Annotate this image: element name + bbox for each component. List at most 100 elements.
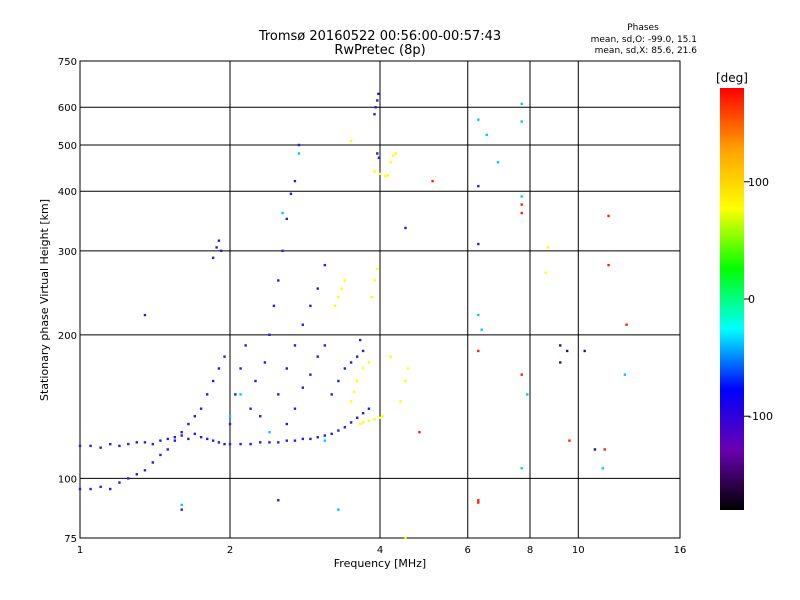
data-point bbox=[173, 436, 177, 439]
data-point bbox=[199, 407, 203, 410]
data-point bbox=[358, 338, 362, 342]
data-point bbox=[391, 154, 395, 157]
data-point bbox=[607, 214, 610, 218]
data-point bbox=[373, 279, 376, 282]
chart-title: Tromsø 20160522 00:56:00-00:57:43 bbox=[258, 29, 501, 44]
data-point bbox=[180, 508, 183, 511]
data-point bbox=[316, 355, 319, 358]
data-point bbox=[293, 407, 297, 410]
data-point bbox=[378, 416, 382, 419]
data-point bbox=[239, 367, 242, 370]
data-point bbox=[285, 439, 288, 442]
data-point bbox=[281, 249, 284, 253]
data-point bbox=[211, 256, 215, 260]
data-point bbox=[309, 373, 312, 376]
data-point bbox=[316, 436, 319, 439]
data-point bbox=[373, 113, 376, 116]
data-point bbox=[211, 439, 215, 442]
x-tick-label: 6 bbox=[465, 545, 471, 556]
x-tick-label: 1 bbox=[77, 545, 83, 556]
data-point bbox=[109, 487, 112, 491]
data-point bbox=[215, 246, 218, 249]
y-tick-label: 400 bbox=[58, 187, 77, 198]
data-point bbox=[520, 195, 523, 198]
data-point bbox=[99, 485, 102, 489]
data-point bbox=[377, 92, 380, 96]
data-point bbox=[559, 361, 562, 364]
y-tick-label: 600 bbox=[58, 103, 77, 114]
data-point bbox=[89, 444, 92, 448]
data-point bbox=[367, 361, 371, 364]
colorbar-tick-label: -100 bbox=[748, 410, 773, 423]
chart-subtitle: RwPretec (8p) bbox=[334, 43, 425, 58]
x-tick-label: 16 bbox=[674, 545, 687, 556]
x-tick-label: 10 bbox=[572, 545, 585, 556]
data-point bbox=[293, 439, 297, 442]
data-point bbox=[217, 441, 221, 444]
x-tick-label: 8 bbox=[527, 545, 533, 556]
data-point bbox=[337, 508, 340, 511]
data-point bbox=[254, 379, 257, 383]
data-point bbox=[381, 415, 384, 418]
data-point bbox=[373, 418, 376, 421]
data-point bbox=[289, 192, 293, 196]
data-point bbox=[520, 373, 523, 376]
data-point bbox=[78, 444, 82, 448]
stats-x: mean, sd,X: 85.6, 21.6 bbox=[595, 46, 698, 56]
data-point bbox=[358, 422, 362, 426]
data-point bbox=[239, 442, 242, 446]
data-point bbox=[293, 179, 297, 183]
data-point bbox=[330, 432, 333, 436]
data-point bbox=[404, 226, 407, 230]
colorbar-label: [deg] bbox=[716, 71, 748, 85]
data-point bbox=[309, 304, 312, 308]
colorbar-tick-label: 100 bbox=[748, 176, 769, 189]
data-point bbox=[349, 400, 353, 403]
data-point bbox=[301, 386, 305, 389]
data-point bbox=[135, 441, 138, 444]
data-point bbox=[603, 448, 606, 451]
data-point bbox=[520, 211, 523, 215]
x-axis-label: Frequency [MHz] bbox=[334, 557, 426, 570]
y-tick-label: 500 bbox=[58, 141, 77, 152]
data-point bbox=[217, 367, 221, 370]
data-point bbox=[337, 295, 340, 299]
data-point bbox=[583, 349, 586, 353]
data-point bbox=[285, 422, 288, 426]
data-point bbox=[219, 249, 223, 253]
data-point bbox=[293, 344, 297, 347]
data-point bbox=[268, 333, 271, 337]
data-point bbox=[399, 400, 402, 403]
data-point bbox=[373, 170, 376, 173]
data-point bbox=[337, 379, 340, 383]
data-point bbox=[127, 477, 130, 480]
data-point bbox=[323, 344, 327, 347]
y-tick-label: 750 bbox=[58, 57, 77, 68]
data-point bbox=[118, 481, 121, 484]
data-point bbox=[394, 152, 397, 155]
data-point bbox=[520, 203, 523, 206]
scatter-points bbox=[78, 92, 628, 540]
x-tick-label: 2 bbox=[227, 545, 233, 556]
colorbar-tick-label: 0 bbox=[748, 293, 755, 306]
data-point bbox=[607, 263, 610, 267]
data-point bbox=[406, 367, 410, 370]
data-point bbox=[431, 179, 434, 183]
data-point bbox=[477, 118, 480, 121]
data-point bbox=[389, 161, 392, 164]
data-point bbox=[187, 437, 190, 441]
data-point bbox=[301, 437, 305, 441]
data-point bbox=[193, 432, 197, 436]
stats-heading: Phases bbox=[627, 23, 659, 33]
data-point bbox=[277, 441, 280, 444]
data-point bbox=[205, 437, 209, 441]
data-point bbox=[263, 361, 267, 364]
grid bbox=[80, 61, 680, 538]
y-tick-label: 100 bbox=[58, 474, 77, 485]
data-point bbox=[520, 120, 523, 123]
data-point bbox=[199, 436, 203, 439]
data-point bbox=[568, 439, 571, 442]
data-point bbox=[623, 373, 627, 376]
data-point bbox=[520, 102, 523, 106]
data-point bbox=[389, 355, 392, 358]
